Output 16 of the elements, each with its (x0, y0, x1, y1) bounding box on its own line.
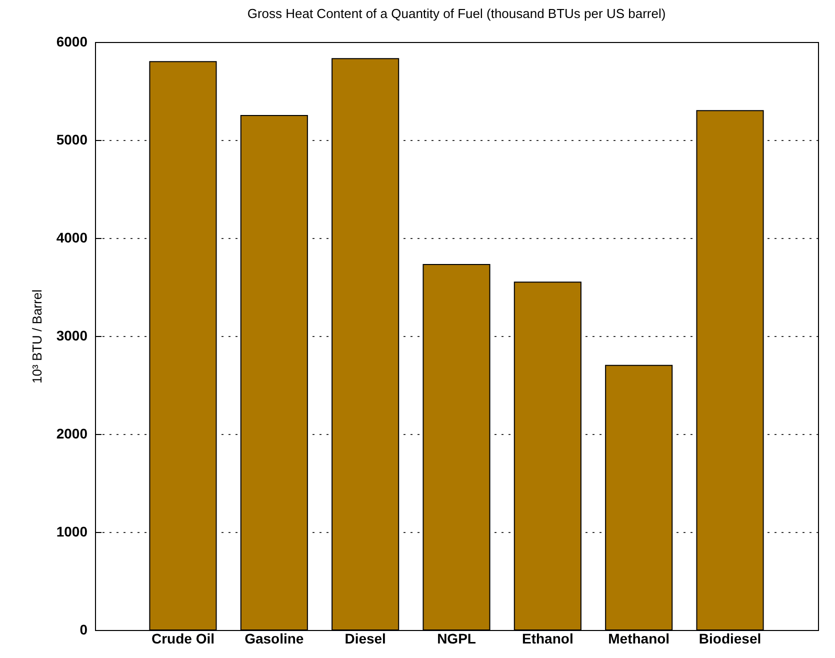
y-tick-label: 6000 (56, 34, 88, 50)
x-tick-label: Gasoline (244, 630, 304, 646)
x-tick-label: Crude Oil (151, 630, 214, 646)
x-tick-label: Biodiesel (698, 630, 762, 646)
y-tick-label: 1000 (56, 524, 88, 540)
y-tick-label: 5000 (56, 132, 88, 148)
y-tick-label: 2000 (56, 426, 88, 442)
y-tick-label: 0 (80, 622, 88, 638)
y-tick-label: 4000 (56, 230, 88, 246)
chart-title: Gross Heat Content of a Quantity of Fuel (thousand BTUs per US barrel) (247, 6, 666, 21)
y-tick-label: 3000 (56, 328, 88, 344)
x-tick-label: Ethanol (522, 630, 574, 646)
x-tick-label: NGPL (437, 630, 476, 646)
x-tick-label: Methanol (608, 630, 670, 646)
x-tick-label: Diesel (344, 630, 386, 646)
y-axis-title: 10³ BTU / Barrel (29, 289, 44, 384)
